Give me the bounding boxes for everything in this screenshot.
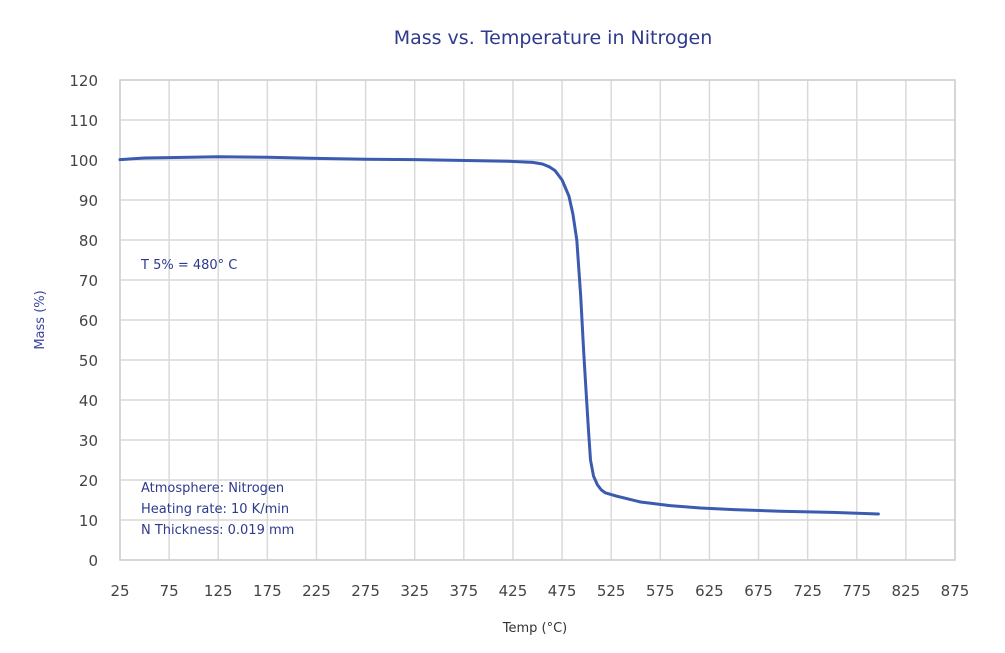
x-axis-ticks: 25 75 125 175 225 275 325 375 425 475 525 575 625 675…	[110, 582, 969, 600]
y-tick-label: 60	[79, 312, 98, 330]
y-tick-label: 40	[79, 392, 98, 410]
y-tick-label: 120	[69, 72, 98, 90]
x-tick-label: 575	[646, 582, 675, 600]
y-axis-label: Mass (%)	[33, 290, 48, 349]
x-tick-label: 75	[160, 582, 179, 600]
x-tick-label: 475	[548, 582, 577, 600]
y-tick-label: 80	[79, 232, 98, 250]
x-tick-label: 825	[892, 582, 921, 600]
y-tick-label: 70	[79, 272, 98, 290]
thickness-annotation: N Thickness: 0.019 mm	[141, 523, 294, 538]
x-tick-label: 225	[302, 582, 331, 600]
atmosphere-annotation: Atmosphere: Nitrogen	[141, 481, 284, 496]
x-tick-label: 725	[793, 582, 822, 600]
y-tick-label: 30	[79, 432, 98, 450]
y-tick-label: 100	[69, 152, 98, 170]
x-tick-label: 175	[253, 582, 282, 600]
x-tick-label: 325	[400, 582, 429, 600]
t5-annotation: T 5% = 480° C	[140, 258, 237, 273]
x-tick-label: 525	[597, 582, 626, 600]
x-tick-label: 625	[695, 582, 724, 600]
x-tick-label: 875	[941, 582, 970, 600]
x-tick-label: 425	[499, 582, 528, 600]
heating-rate-annotation: Heating rate: 10 K/min	[141, 502, 289, 517]
y-tick-label: 90	[79, 192, 98, 210]
x-tick-label: 125	[204, 582, 233, 600]
x-tick-label: 375	[450, 582, 479, 600]
x-tick-label: 675	[744, 582, 773, 600]
y-tick-label: 110	[69, 112, 98, 130]
x-tick-label: 25	[110, 582, 129, 600]
plot-frame	[119, 79, 956, 561]
mass-curve	[118, 155, 880, 516]
y-axis-ticks: 0 10 20 30 40 50 60 70 80 90 100 110 120	[69, 72, 98, 570]
y-tick-label: 50	[79, 352, 98, 370]
y-tick-label: 0	[88, 552, 98, 570]
chart-title: Mass vs. Temperature in Nitrogen	[394, 27, 713, 49]
y-tick-label: 10	[79, 512, 98, 530]
y-tick-label: 20	[79, 472, 98, 490]
x-tick-label: 775	[842, 582, 871, 600]
x-axis-label: Temp (°C)	[502, 621, 568, 636]
x-tick-label: 275	[351, 582, 380, 600]
